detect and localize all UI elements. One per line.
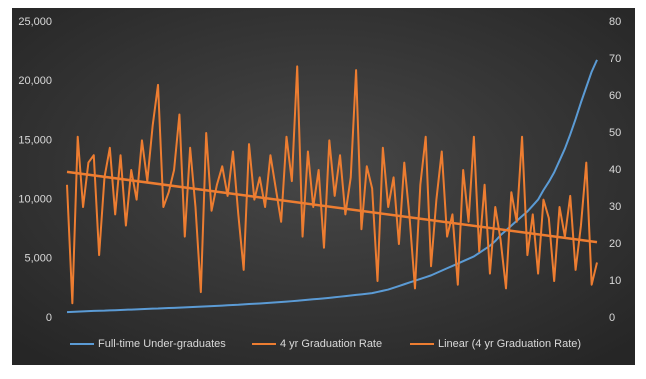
y2-tick-label: 80 [609,16,621,28]
y2-tick-label: 0 [609,312,615,324]
y2-tick-label: 10 [609,275,621,287]
y-tick-label: 0 [46,312,52,324]
y-tick-label: 5,000 [24,253,52,265]
legend-label: 4 yr Graduation Rate [280,338,382,350]
y-tick-label: 15,000 [18,134,52,146]
y2-tick-label: 70 [609,53,621,65]
y-tick-label: 20,000 [18,75,52,87]
y2-tick-label: 20 [609,238,621,250]
y2-tick-label: 50 [609,127,621,139]
y-tick-label: 10,000 [18,194,52,206]
legend-label: Full-time Under-graduates [98,338,226,350]
y2-tick-label: 40 [609,164,621,176]
chart-background [12,8,635,365]
y2-tick-label: 30 [609,201,621,213]
series-line [66,65,598,305]
trendline [66,170,598,244]
y-tick-label: 25,000 [18,16,52,28]
legend-label: Linear (4 yr Graduation Rate) [438,338,581,350]
y2-tick-label: 60 [609,90,621,102]
